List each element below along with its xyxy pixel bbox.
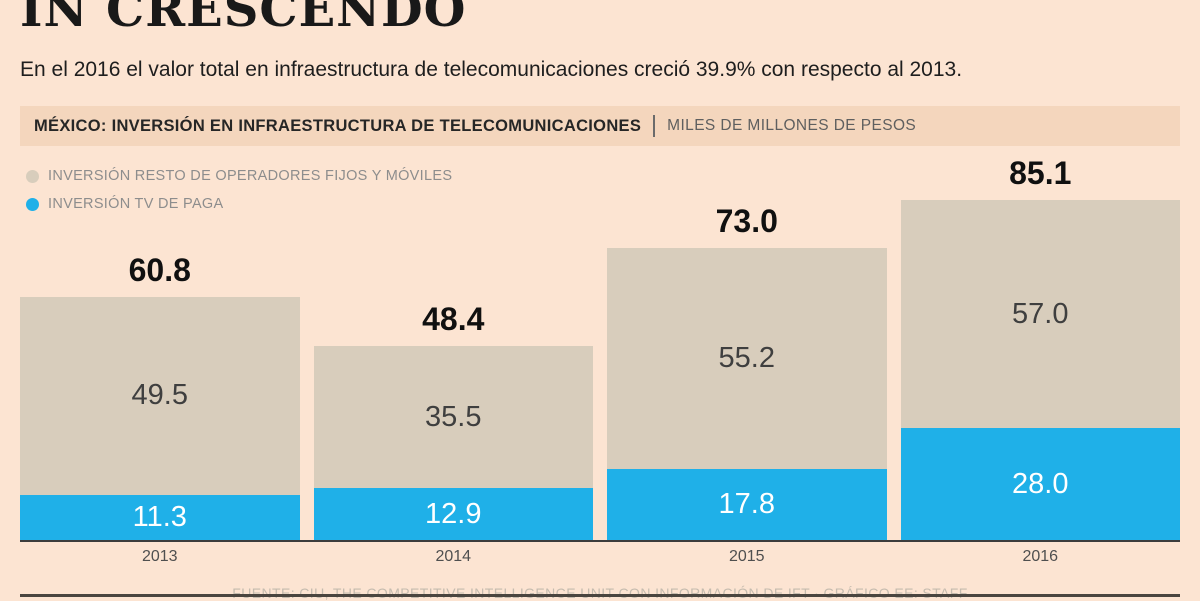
segment-tv-de-paga: 28.0 [900, 428, 1180, 540]
segment-value-label: 11.3 [132, 500, 187, 533]
years-row: 2013 2014 2015 2016 [20, 548, 1180, 566]
year-label: 2014 [435, 548, 472, 565]
year-label: 2015 [728, 548, 765, 565]
total-value-label: 48.4 [422, 301, 485, 338]
legend-dot-blue-icon [26, 197, 39, 211]
year-label: 2016 [1022, 548, 1059, 565]
segment-resto-operadores: 55.2 [607, 248, 887, 469]
chart-header-units: MILES DE MILLONES DE PESOS [667, 117, 917, 134]
bars-row: 60.8 49.5 11.3 48.4 35.5 12.9 73.0 55.2 17.8 85.1… [20, 150, 1180, 542]
total-value-label: 85.1 [1009, 155, 1072, 191]
segment-value-label: 17.8 [718, 487, 775, 520]
legend-item-operadores: INVERSIÓN RESTO DE OPERADORES FIJOS Y MÓ… [26, 168, 452, 184]
segment-value-label: 55.2 [718, 341, 775, 374]
segment-value-label: 28.0 [1012, 467, 1069, 500]
bar-group: 60.8 49.5 11.3 [20, 252, 300, 540]
bar-group: 48.4 35.5 12.9 [313, 301, 593, 540]
segment-value-label: 57.0 [1012, 297, 1069, 330]
segment-resto-operadores: 35.5 [313, 346, 593, 489]
segment-resto-operadores: 49.5 [20, 296, 300, 495]
footer-rule [20, 594, 1180, 597]
total-value-label: 73.0 [715, 203, 778, 240]
legend: INVERSIÓN RESTO DE OPERADORES FIJOS Y MÓ… [26, 168, 452, 224]
total-value-label: 60.8 [128, 251, 191, 288]
legend-item-tv-paga: INVERSIÓN TV DE PAGA [26, 196, 452, 212]
segment-tv-de-paga: 12.9 [313, 488, 593, 540]
chart-header-title: MÉXICO: INVERSIÓN EN INFRAESTRUCTURA DE … [34, 116, 642, 135]
legend-dot-gray-icon [26, 169, 39, 183]
source-note: FUENTE: CIU, THE COMPETITIVE INTELLIGENC… [232, 585, 968, 601]
legend-label: INVERSIÓN RESTO DE OPERADORES FIJOS Y MÓ… [48, 168, 453, 184]
chart-header-bar: MÉXICO: INVERSIÓN EN INFRAESTRUCTURA DE … [20, 106, 1180, 146]
segment-tv-de-paga: 17.8 [607, 468, 887, 540]
year-label: 2013 [141, 548, 178, 565]
segment-value-label: 49.5 [131, 379, 188, 412]
segment-value-label: 12.9 [425, 497, 482, 530]
chart-subtitle: En el 2016 el valor total en infraestruc… [20, 58, 963, 81]
bar-group: 85.1 57.0 28.0 [900, 155, 1180, 540]
page-title: IN CRESCENDO [20, 0, 467, 38]
segment-resto-operadores: 57.0 [900, 200, 1180, 428]
legend-label: INVERSIÓN TV DE PAGA [48, 196, 224, 212]
header-divider [653, 115, 656, 137]
bar-group: 73.0 55.2 17.8 [607, 203, 887, 540]
segment-tv-de-paga: 11.3 [20, 494, 300, 540]
segment-value-label: 35.5 [425, 400, 482, 433]
